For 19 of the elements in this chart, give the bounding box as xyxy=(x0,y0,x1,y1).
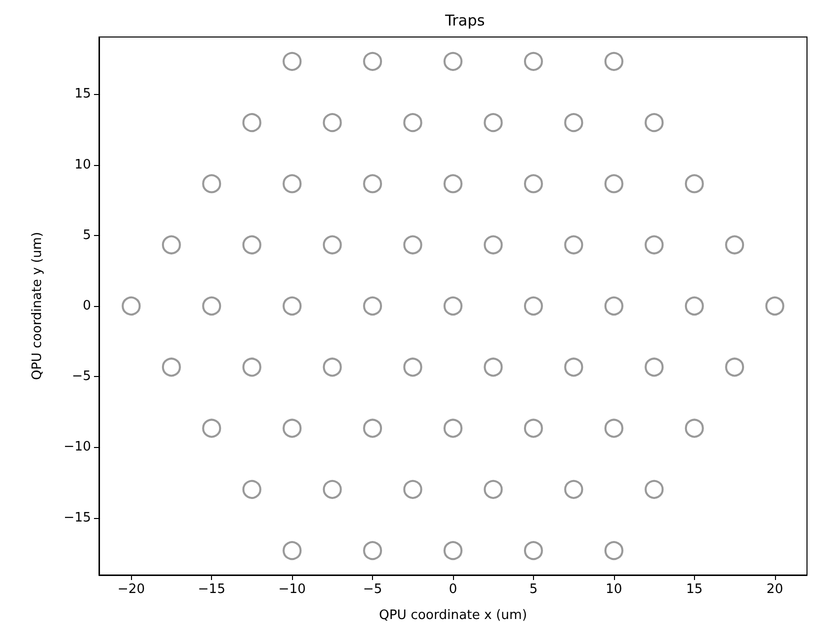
x-tick-label: −5 xyxy=(362,582,382,597)
x-tick-label: −15 xyxy=(198,582,226,597)
y-tick-label: 5 xyxy=(82,228,91,243)
y-axis-title: QPU coordinate y (um) xyxy=(30,232,45,380)
y-tick-label: 0 xyxy=(82,298,91,314)
y-tick-label: −10 xyxy=(64,440,91,455)
x-tick-label: −10 xyxy=(278,582,306,597)
y-tick-label: 10 xyxy=(74,157,91,172)
x-axis-title: QPU coordinate x (um) xyxy=(378,608,528,623)
y-tick-label: 15 xyxy=(74,86,91,102)
x-tick-label: 5 xyxy=(529,582,538,597)
x-tick-label: 0 xyxy=(448,582,458,597)
x-tick-label: 20 xyxy=(766,582,784,597)
y-tick-label: −5 xyxy=(72,369,91,384)
x-tick-label: 15 xyxy=(686,582,703,597)
y-tick-label: −15 xyxy=(64,510,91,526)
x-tick-label: −20 xyxy=(117,582,145,597)
x-tick-label: 10 xyxy=(606,582,622,597)
chart-title: Traps xyxy=(444,12,486,30)
